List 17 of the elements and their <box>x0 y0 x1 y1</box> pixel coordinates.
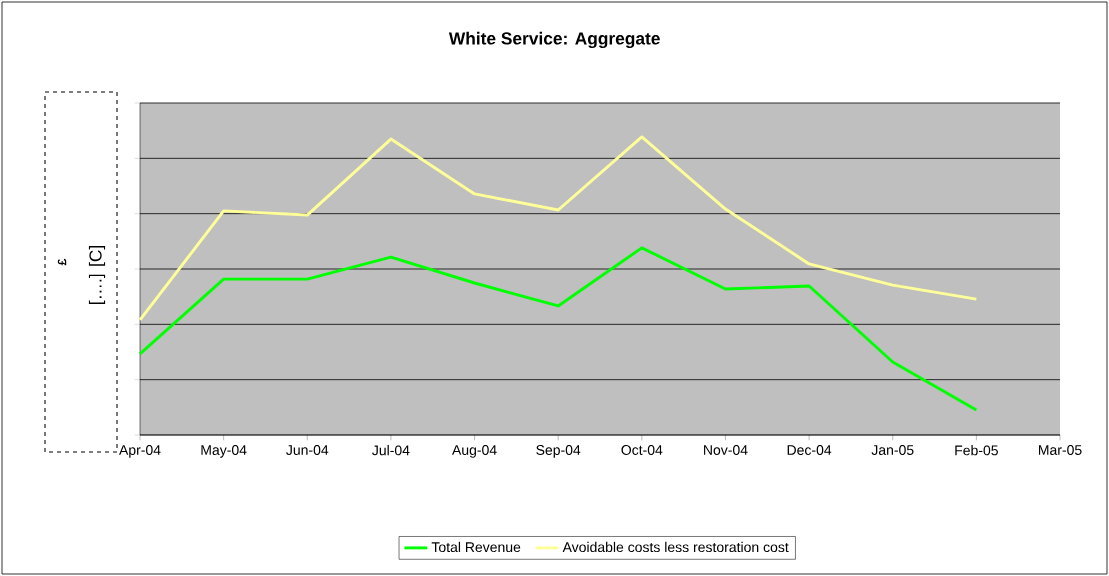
x-tick-label: Feb-05 <box>955 445 998 456</box>
legend-label: Avoidable costs less restoration cost <box>562 541 789 553</box>
x-tick-label: May-04 <box>201 445 247 458</box>
x-tick-label: Nov-04 <box>704 445 748 455</box>
legend-label: Total Revenue <box>431 541 521 553</box>
x-tick-label: Jul-04 <box>372 445 410 456</box>
x-tick-label: Sep-04 <box>536 445 581 458</box>
x-tick-label: Jun-04 <box>286 445 329 455</box>
text: £ <box>57 258 67 266</box>
x-tick-label: Mar-05 <box>1038 445 1082 455</box>
x-tick-label: Jan-05 <box>871 445 914 455</box>
x-tick-label: Oct-04 <box>621 445 663 455</box>
chart-title: White Service: Aggregate <box>448 31 660 49</box>
x-tick-label: Aug-04 <box>452 445 497 458</box>
text: [….] [C] <box>88 246 106 304</box>
x-tick-label: Dec-04 <box>787 445 832 455</box>
x-tick-label: Apr-04 <box>119 445 161 458</box>
